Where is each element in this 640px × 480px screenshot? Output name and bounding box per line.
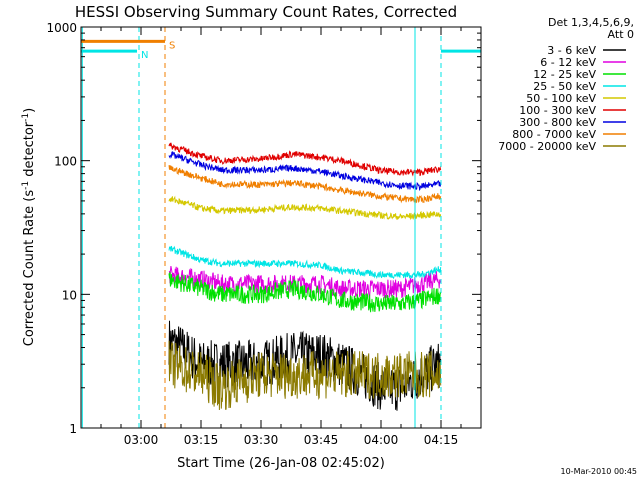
legend-label: 12 - 25 keV <box>533 68 596 81</box>
y-tick-label: 1000 <box>46 21 77 35</box>
x-tick-label: 03:15 <box>184 433 219 447</box>
x-axis-label: Start Time (26-Jan-08 02:45:02) <box>177 456 385 471</box>
x-tick-label: 03:30 <box>244 433 279 447</box>
tick-layer: 03:00 03:15 03:30 03:45 04:00 04:15 1 10 100 1000 <box>46 21 482 447</box>
legend-label: 7000 - 20000 keV <box>498 140 596 153</box>
x-tick-label: 04:15 <box>424 433 459 447</box>
series-line-800-7000-kev <box>168 165 442 204</box>
series-line-300-800-kev <box>168 151 442 191</box>
legend-label: 25 - 50 keV <box>533 80 596 93</box>
legend-label: 300 - 800 keV <box>519 116 596 129</box>
legend-label: 3 - 6 keV <box>547 44 596 57</box>
legend-label: 800 - 7000 keV <box>512 128 596 141</box>
series-line-100-300-kev <box>168 142 442 177</box>
series-line-7000-20000-kev <box>168 340 442 411</box>
series-line-25-50-kev <box>168 245 442 280</box>
x-tick-label: 03:00 <box>124 433 159 447</box>
footer-date: 10-Mar-2010 00:45 <box>561 467 638 476</box>
flag-label-s: S <box>169 40 175 51</box>
x-tick-label: 03:45 <box>304 433 339 447</box>
x-tick-label: 04:00 <box>364 433 399 447</box>
legend-label: 100 - 300 keV <box>519 104 596 117</box>
series-line-12-25-kev <box>168 272 442 313</box>
legend-header-line-1: Det 1,3,4,5,6,9, <box>548 16 634 29</box>
chart-title: HESSI Observing Summary Count Rates, Cor… <box>75 3 457 21</box>
marker-layer: SN <box>81 27 481 428</box>
y-tick-label: 100 <box>54 155 77 169</box>
legend-header-line-2: Att 0 <box>608 28 634 41</box>
legend-label: 6 - 12 keV <box>540 56 596 69</box>
legend-label: 50 - 100 keV <box>526 92 596 105</box>
y-tick-label: 1 <box>69 422 77 436</box>
y-axis-label: Corrected Count Rate (s-1 detector-1) <box>21 108 37 346</box>
series-line-50-100-kev <box>168 195 442 221</box>
y-tick-label: 10 <box>62 288 77 302</box>
series-layer <box>168 142 442 411</box>
flag-label-n: N <box>141 50 148 61</box>
